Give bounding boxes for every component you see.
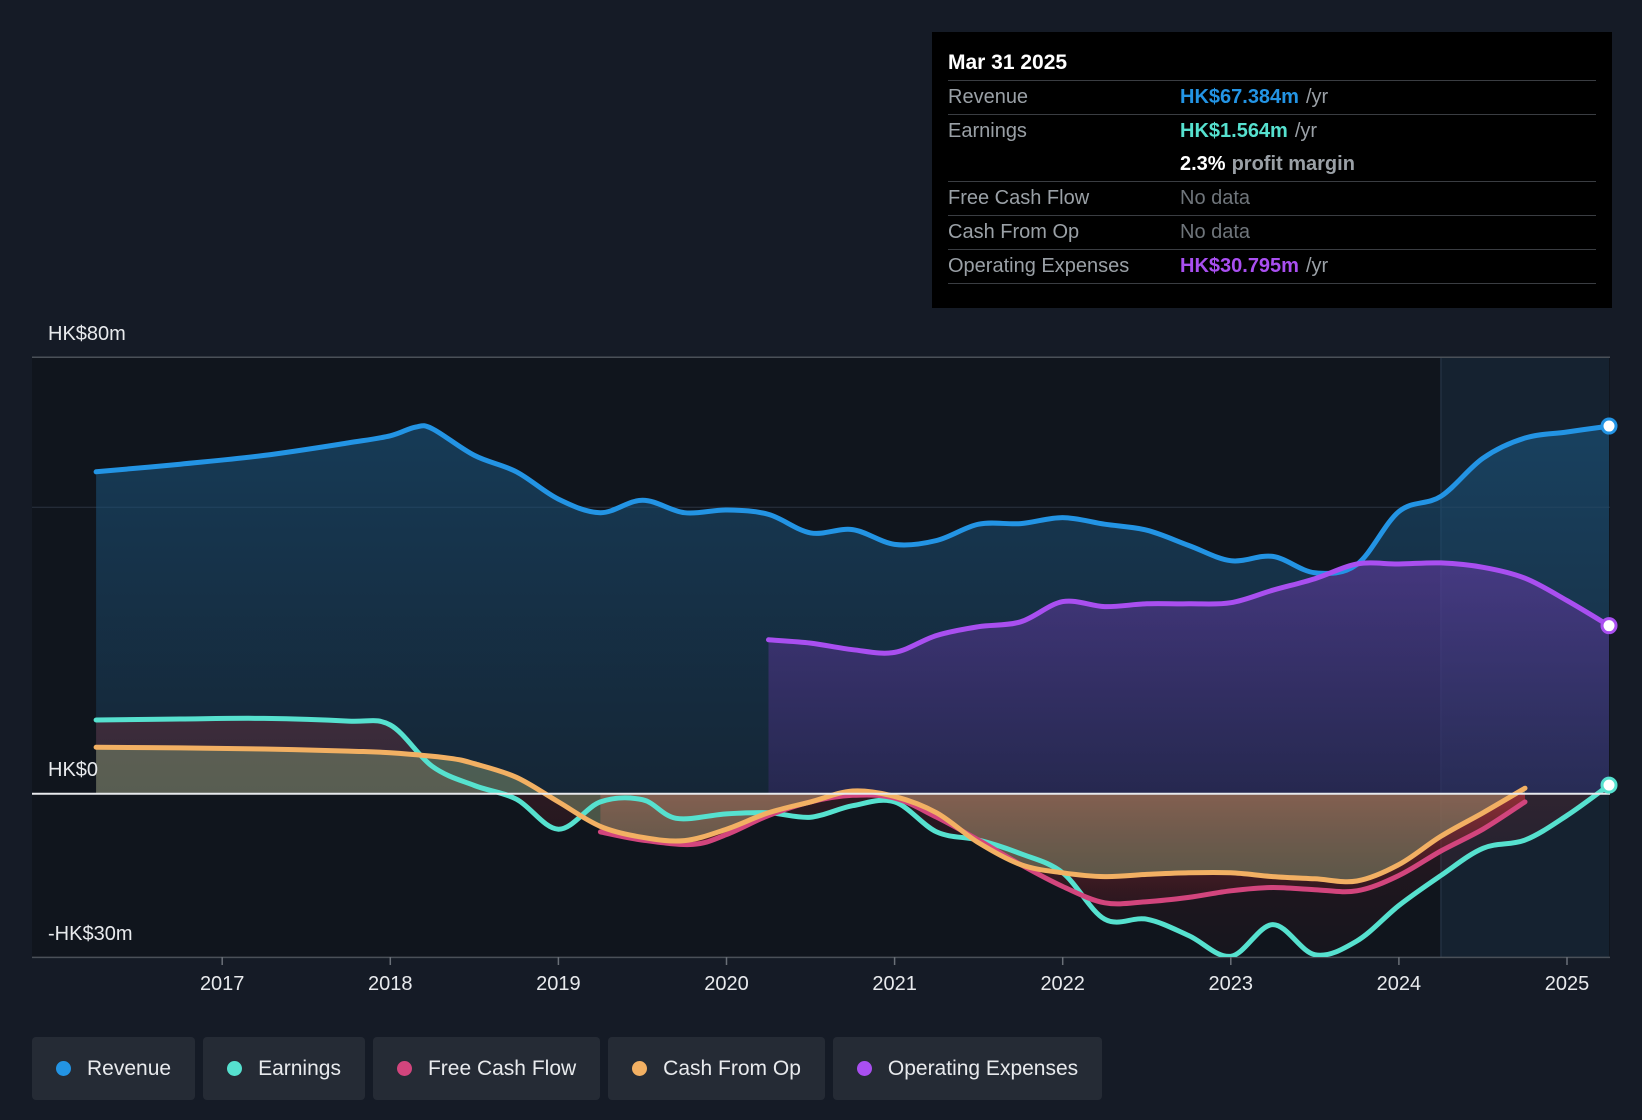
series-lines [32, 423, 1610, 957]
legend-item-fcf[interactable]: Free Cash Flow [372, 1037, 601, 1100]
tooltip-row-cfo: Cash From Op No data [948, 216, 1596, 250]
legend-item-earnings[interactable]: Earnings [203, 1037, 365, 1100]
tooltip-label-revenue: Revenue [948, 86, 1029, 108]
line-operating-expenses [766, 560, 1610, 656]
tooltip-unit-revenue: /yr [1305, 86, 1329, 108]
legend-item-cfo[interactable]: Cash From Op [608, 1037, 825, 1100]
line-cash-from-op [93, 744, 1528, 885]
area-cash-from-op [96, 747, 1526, 882]
tooltip-label-fcf: Free Cash Flow [948, 187, 1090, 209]
tooltip-margin-value: 2.3% [1180, 153, 1226, 175]
y-axis-labels: HK$80m HK$0 -HK$30m [48, 323, 132, 945]
x-tick-label-2019: 2019 [536, 973, 581, 995]
chart-legend: Revenue Earnings Free Cash Flow Cash Fro… [32, 1037, 1110, 1100]
legend-item-revenue[interactable]: Revenue [32, 1037, 196, 1100]
tooltip-margin-text: profit margin [1231, 153, 1355, 175]
tooltip-value-opex: HK$30.795m [1180, 255, 1299, 277]
tooltip-unit-opex: /yr [1305, 255, 1329, 277]
tooltip-label-opex: Operating Expenses [948, 255, 1130, 277]
tooltip-row-fcf: Free Cash Flow No data [948, 182, 1596, 216]
line-free-cash-flow [597, 792, 1528, 907]
y-axis-label-zero: HK$0 [48, 759, 98, 781]
legend-dot-earnings [227, 1061, 243, 1076]
y-axis-label-top: HK$80m [48, 323, 126, 345]
tooltip-row-revenue: Revenue HK$67.384m /yr [948, 81, 1596, 115]
legend-dot-cfo [632, 1061, 648, 1076]
endpoint-revenue [1600, 417, 1618, 435]
legend-dot-opex [856, 1061, 872, 1076]
tooltip-row-earnings: Earnings HK$1.564m /yr [948, 115, 1596, 148]
x-tick-label-2017: 2017 [200, 973, 245, 995]
area-earnings [96, 718, 1610, 957]
tooltip-date: Mar 31 2025 [948, 46, 1596, 81]
tooltip-value-revenue: HK$67.384m [1180, 86, 1299, 108]
endpoint-operating-expenses [1600, 617, 1618, 635]
tooltip-value-fcf: No data [1180, 187, 1251, 209]
legend-label-earnings: Earnings [258, 1056, 341, 1080]
y-axis-label-bottom: -HK$30m [48, 923, 132, 945]
legend-item-opex[interactable]: Operating Expenses [832, 1037, 1103, 1100]
tooltip-row-opex: Operating Expenses HK$30.795m /yr [948, 250, 1596, 284]
legend-dot-revenue [56, 1061, 71, 1076]
tooltip-value-earnings: HK$1.564m [1180, 120, 1288, 142]
line-earnings [93, 715, 1610, 957]
tooltip-row-margin: 2.3% profit margin [948, 148, 1596, 182]
x-tick-label-2018: 2018 [368, 973, 413, 995]
area-operating-expenses [768, 562, 1609, 794]
legend-label-cfo: Cash From Op [663, 1056, 801, 1080]
tooltip-value-cfo: No data [1180, 221, 1251, 243]
x-tick-label-2023: 2023 [1209, 973, 1254, 995]
tooltip-label-cfo: Cash From Op [948, 221, 1080, 243]
tooltip-label-earnings: Earnings [948, 120, 1027, 142]
legend-dot-fcf [396, 1061, 412, 1076]
line-revenue [93, 423, 1610, 576]
tooltip-unit-earnings: /yr [1294, 120, 1318, 142]
series-endpoints [1600, 417, 1618, 794]
x-axis-ticks: 2017 2018 2019 2020 2021 2022 2023 2024 2025 [200, 957, 1589, 995]
x-tick-label-2022: 2022 [1040, 973, 1085, 995]
x-tick-label-2025: 2025 [1545, 973, 1590, 995]
legend-label-revenue: Revenue [87, 1056, 172, 1080]
x-tick-label-2024: 2024 [1377, 973, 1422, 995]
endpoint-earnings [1600, 776, 1618, 794]
legend-label-fcf: Free Cash Flow [427, 1056, 577, 1080]
legend-label-opex: Operating Expenses [887, 1056, 1079, 1080]
x-tick-label-2021: 2021 [872, 973, 917, 995]
data-tooltip: Mar 31 2025 Revenue HK$67.384m /yr Earni… [932, 32, 1612, 308]
x-tick-label-2020: 2020 [704, 973, 749, 995]
